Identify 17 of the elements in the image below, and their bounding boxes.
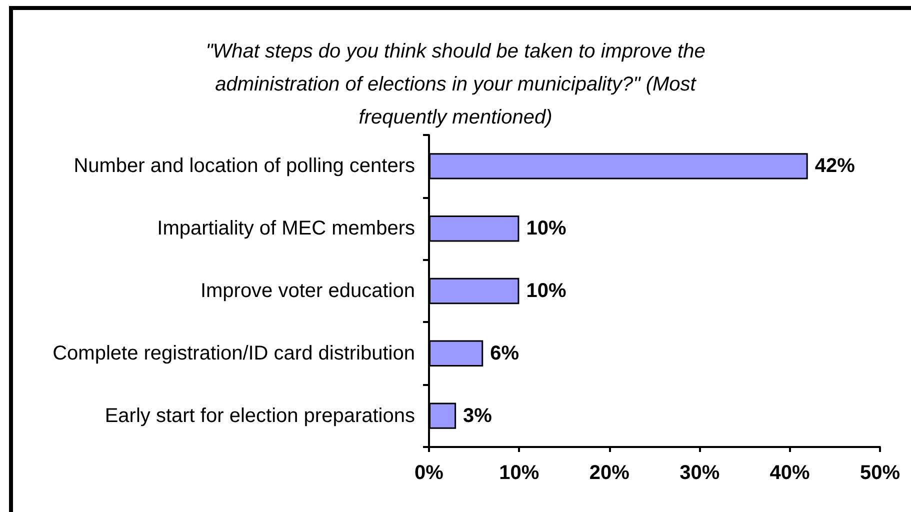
x-tick-label: 10%	[499, 462, 540, 484]
data-label: 10%	[526, 218, 566, 240]
y-tick-label: Complete registration/ID card distribution	[52, 342, 415, 364]
data-label: 10%	[526, 280, 566, 302]
data-label: 6%	[490, 342, 520, 364]
y-tick-label: Impartiality of MEC members	[157, 218, 415, 240]
x-tick-label: 50%	[860, 462, 900, 484]
y-tick-label: Number and location of polling centers	[74, 155, 415, 178]
x-tick-label: 30%	[680, 462, 720, 484]
y-tick-label: Improve voter education	[200, 280, 415, 302]
data-label: 3%	[463, 404, 492, 427]
x-tick-label: 20%	[589, 462, 630, 484]
chart-title: "What steps do you think should be taken to improve the administration of elections in your municipality?" (Most frequently mentioned)	[206, 40, 706, 128]
x-tick-label: 0%	[414, 462, 444, 484]
y-tick-label: Early start for election preparations	[104, 404, 415, 427]
x-tick-label: 40%	[770, 462, 810, 484]
data-label: 42%	[814, 155, 856, 178]
